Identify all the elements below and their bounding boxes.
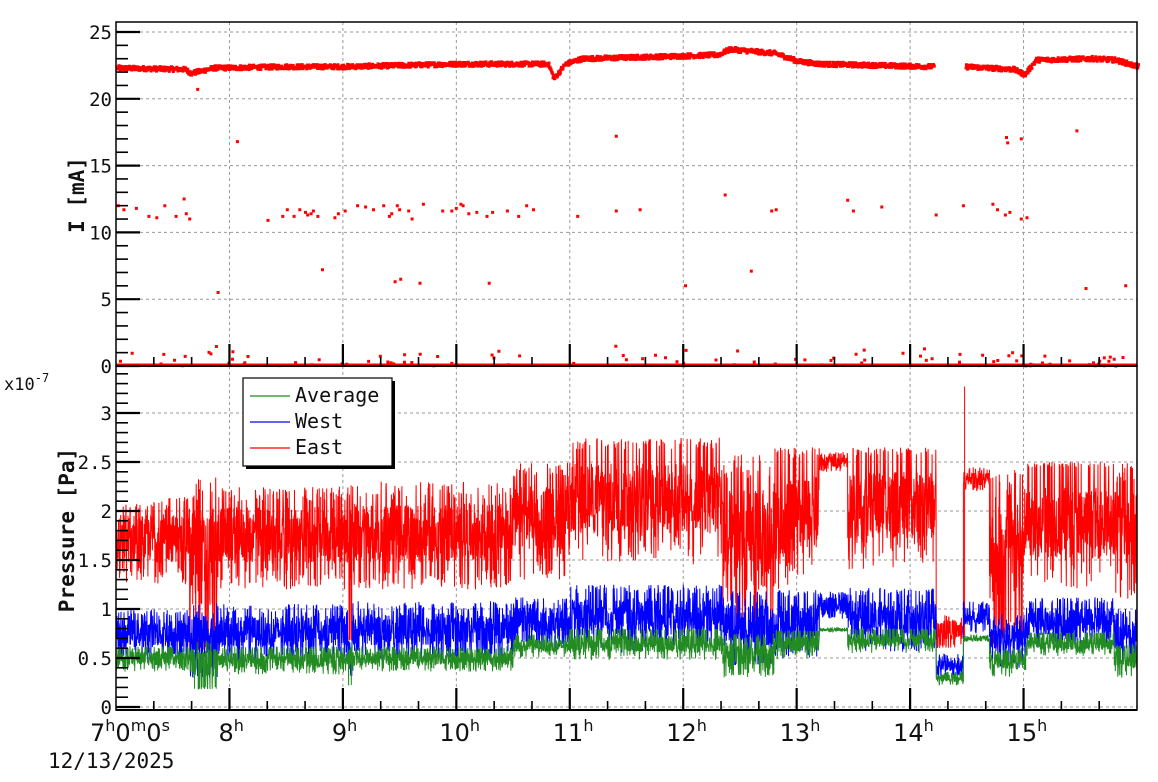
current-baseline-points [116,46,1140,81]
current-grid [116,22,1137,366]
legend-east-label: East [295,435,343,459]
pressure-series [115,386,1138,690]
legend-entry-average: Average [250,383,379,407]
current-y-tick-label: 10 [89,222,112,244]
time-x-axis: 7h0m0s 8h 9h 10h 11h 12h 13h 14h 15h [90,344,1137,747]
legend-entry-east: East [250,435,343,459]
pressure-y-tick-label: 2.5 [78,452,112,474]
pressure-line-west [115,584,1138,678]
x-axis-date-label: 12/13/2025 [48,749,174,773]
x-tick-label: 11h [553,716,594,747]
pressure-y-axis-title: Pressure [Pa] [55,448,79,612]
x-tick-label: 14h [893,716,934,747]
legend-average-label: Average [295,383,379,407]
current-outlier-points [116,87,1128,295]
current-y-tick-label: 15 [89,156,112,178]
x-tick-label: 15h [1007,716,1048,747]
x-tick-label: 13h [780,716,821,747]
current-panel: 0 5 10 15 20 25 I [mA] [65,22,1140,378]
current-y-tick-label: 0 [101,356,112,378]
pressure-line-east [115,386,1138,652]
pressure-y-tick-label: 2 [101,501,112,523]
x-tick-label: 9h [332,716,357,747]
x-tick-label: 7h0m0s [90,716,170,747]
current-y-axis-title: I [mA] [65,157,89,233]
pressure-legend: Average West East [242,377,395,469]
legend-west-label: West [295,409,343,433]
x-tick-label: 12h [666,716,707,747]
pressure-y-tick-label: 1.5 [78,550,112,572]
pressure-panel: 0 0.5 1 1.5 2 2.5 3 Pressure [Pa] x10-7 [4,366,1138,719]
x-tick-label: 8h [218,716,243,747]
current-y-tick-label: 25 [89,22,112,44]
pressure-y-axis: 0 0.5 1 1.5 2 2.5 3 [78,372,140,719]
pressure-y-tick-label: 3 [101,403,112,425]
x-tick-label: 10h [439,716,480,747]
current-series [116,46,1140,368]
current-y-tick-label: 20 [89,89,112,111]
current-y-tick-label: 5 [101,289,112,311]
pressure-y-tick-label: 1 [101,599,112,621]
current-y-axis: 0 5 10 15 20 25 [89,22,140,378]
pressure-exponent-label: x10-7 [4,371,49,395]
legend-entry-west: West [250,409,343,433]
pressure-y-tick-label: 0.5 [78,648,112,670]
pressure-line-average [115,626,1138,690]
pressure-y-tick-label: 0 [101,697,112,719]
current-plot-frame [115,21,1138,367]
